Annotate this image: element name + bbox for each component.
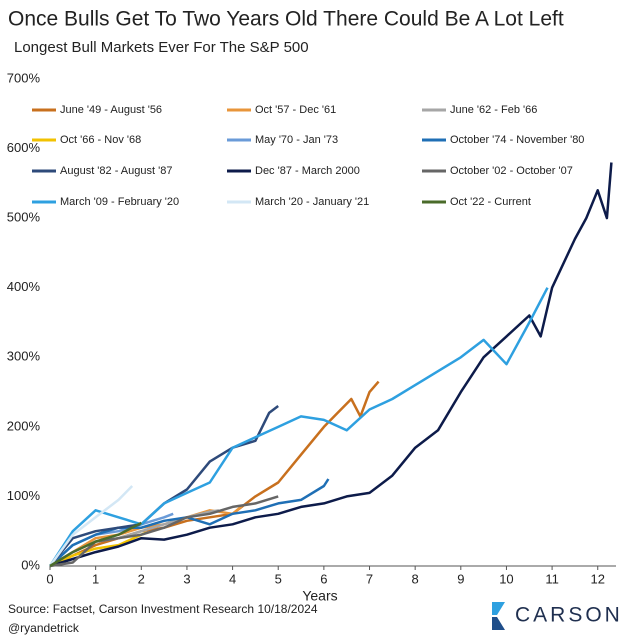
y-tick-label: 200% — [7, 418, 41, 433]
y-tick-label: 600% — [7, 140, 41, 155]
series-line — [49, 521, 142, 568]
x-tick-label: 2 — [138, 571, 145, 586]
series-line — [49, 478, 330, 567]
y-tick-label: 400% — [7, 279, 41, 294]
legend-label: October '74 - November '80 — [450, 134, 584, 146]
series-line — [49, 505, 243, 568]
brand: CARSON — [515, 604, 623, 627]
logo-icon — [492, 602, 505, 630]
legend-label: May '70 - Jan '73 — [255, 134, 338, 146]
legend-label: June '49 - August '56 — [60, 104, 162, 116]
y-tick-label: 300% — [7, 349, 41, 364]
legend-label: March '09 - February '20 — [60, 196, 179, 208]
x-tick-label: 4 — [229, 571, 236, 586]
handle: @ryandetrick — [8, 621, 80, 635]
x-tick-label: 12 — [591, 571, 605, 586]
x-tick-label: 6 — [320, 571, 327, 586]
legend-label: Oct '66 - Nov '68 — [60, 134, 141, 146]
y-tick-label: 0% — [21, 557, 40, 572]
x-tick-label: 10 — [499, 571, 513, 586]
series-line — [49, 405, 279, 567]
y-tick-label: 700% — [7, 70, 41, 85]
series-line — [49, 162, 613, 568]
legend-label: June '62 - Feb '66 — [450, 104, 537, 116]
y-tick-label: 100% — [7, 488, 41, 503]
x-axis-label: Years — [302, 588, 337, 604]
chart-subtitle: Longest Bull Markets Ever For The S&P 50… — [14, 39, 309, 56]
x-tick-label: 1 — [92, 571, 99, 586]
series-line — [49, 495, 279, 568]
source: Source: Factset, Carson Investment Resea… — [8, 602, 318, 616]
series-line — [48, 287, 549, 567]
y-tick-label: 500% — [7, 210, 41, 225]
x-tick-label: 0 — [46, 571, 53, 586]
x-tick-label: 7 — [366, 571, 373, 586]
legend-label: August '82 - August '87 — [60, 165, 172, 177]
x-tick-label: 8 — [412, 571, 419, 586]
legend-label: Dec '87 - March 2000 — [255, 165, 360, 177]
chart-title: Once Bulls Get To Two Years Old There Co… — [8, 8, 564, 31]
legend-label: Oct '57 - Dec '61 — [255, 104, 336, 116]
x-tick-label: 11 — [545, 571, 559, 586]
x-tick-label: 9 — [457, 571, 464, 586]
series-line — [48, 485, 134, 567]
legend-label: October '02 - October '07 — [450, 165, 573, 177]
legend-label: Oct '22 - Current — [450, 196, 531, 208]
x-tick-label: 5 — [275, 571, 282, 586]
legend-label: March '20 - January '21 — [255, 196, 369, 208]
x-tick-label: 3 — [183, 571, 190, 586]
